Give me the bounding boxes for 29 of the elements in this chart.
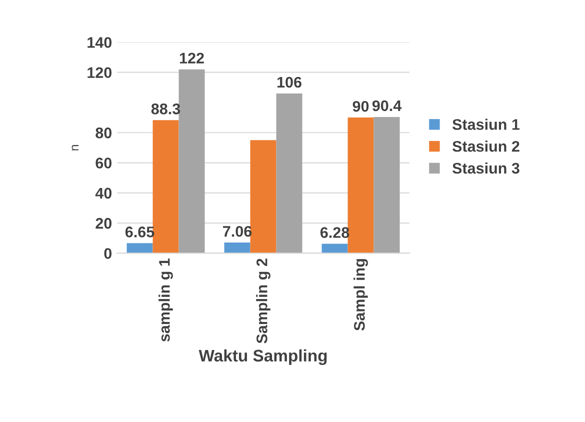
x-tick-label: Sampl ing bbox=[354, 259, 368, 331]
data-label: 90 bbox=[352, 100, 369, 112]
data-label: 122 bbox=[180, 52, 204, 64]
bar bbox=[250, 140, 276, 254]
y-tick-label: 0 bbox=[104, 248, 112, 259]
bar bbox=[224, 242, 250, 254]
y-tick-label: 120 bbox=[88, 67, 112, 78]
bar bbox=[178, 69, 205, 254]
y-axis-title: n bbox=[72, 145, 78, 150]
legend-label: Stasiun 2 bbox=[452, 140, 520, 152]
bar bbox=[322, 244, 348, 254]
bar bbox=[276, 93, 302, 254]
data-label: 88.3 bbox=[151, 104, 180, 114]
legend-label: Stasiun 3 bbox=[452, 162, 520, 174]
bar bbox=[126, 243, 153, 254]
bar bbox=[152, 120, 179, 254]
y-tick-label: 140 bbox=[88, 37, 112, 48]
y-tick-label: 60 bbox=[96, 158, 112, 168]
y-tick-label: 80 bbox=[96, 127, 112, 138]
bar bbox=[374, 116, 400, 254]
x-axis-title: Waktu Sampling bbox=[198, 349, 327, 365]
y-tick-label: 20 bbox=[96, 218, 112, 229]
legend-label: Stasiun 1 bbox=[452, 118, 520, 130]
x-tick-label: samplin g 1 bbox=[158, 258, 173, 342]
data-label: 90.4 bbox=[372, 100, 402, 112]
y-tick-label: 40 bbox=[95, 188, 112, 199]
x-tick-label: Samplin g 2 bbox=[256, 258, 270, 344]
bar bbox=[348, 118, 374, 254]
data-label: 106 bbox=[277, 76, 302, 88]
